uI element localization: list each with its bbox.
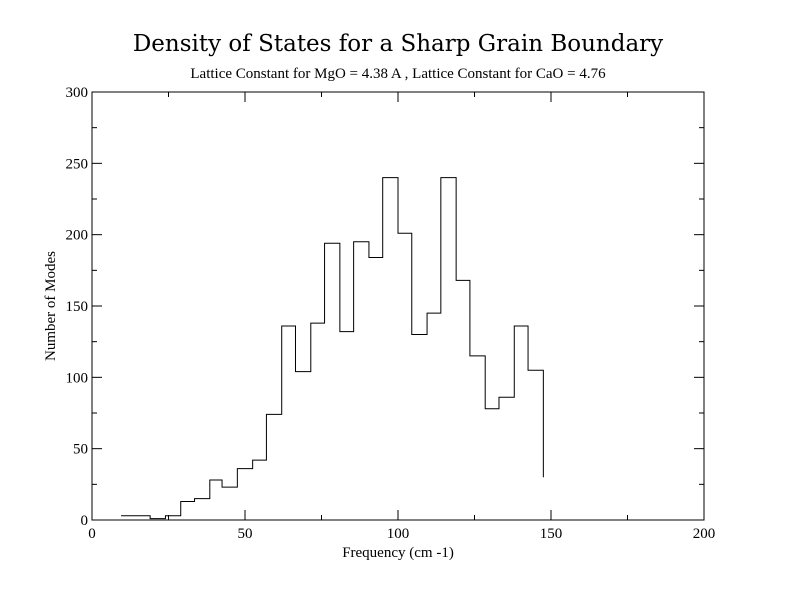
x-tick-label: 150: [540, 526, 563, 542]
y-tick-label: 150: [66, 299, 89, 315]
x-tick-label: 0: [88, 526, 96, 542]
histogram-line: [121, 177, 544, 520]
x-tick-label: 100: [387, 526, 410, 542]
y-tick-label: 50: [73, 442, 88, 458]
x-axis-label: Frequency (cm -1): [342, 545, 454, 561]
chart-title: Density of States for a Sharp Grain Boun…: [133, 31, 663, 57]
tick-labels: 0 50 100 150 200 0 50 100 150 200 250 300: [66, 85, 716, 542]
x-tick-label: 200: [693, 526, 716, 542]
chart-subtitle: Lattice Constant for MgO = 4.38 A , Latt…: [190, 66, 606, 82]
y-tick-label: 300: [66, 85, 89, 101]
y-tick-label: 100: [66, 370, 89, 386]
y-tick-label: 250: [66, 156, 89, 172]
y-axis-label: Number of Modes: [43, 251, 59, 361]
axis-ticks: [91, 91, 705, 521]
x-tick-label: 50: [238, 526, 253, 542]
y-tick-label: 0: [81, 513, 89, 529]
plot-frame: [91, 91, 705, 521]
y-tick-label: 200: [66, 228, 89, 244]
